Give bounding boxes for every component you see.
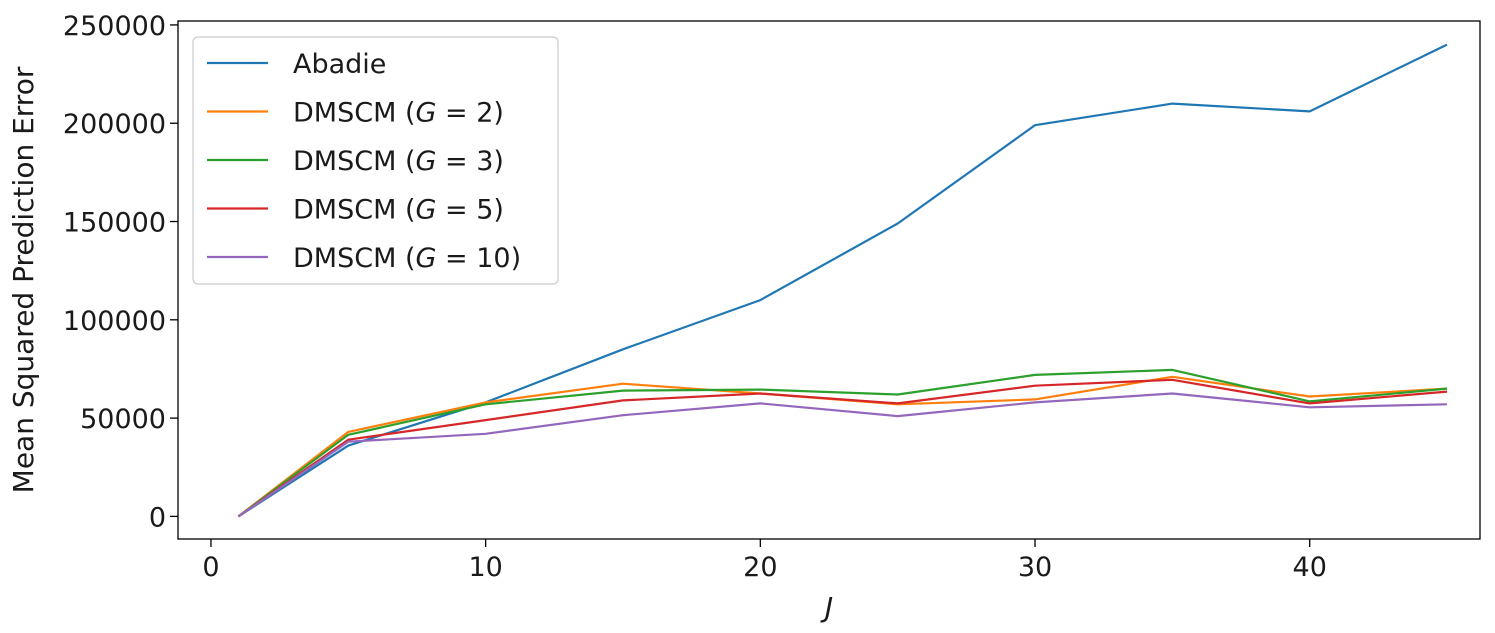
legend-label: DMSCM (G = 2)	[293, 98, 504, 129]
series-line-4	[237, 392, 1448, 518]
legend-label-part: = 10)	[436, 243, 521, 274]
legend-label-part: G	[416, 146, 437, 177]
y-tick-label: 250000	[63, 11, 166, 42]
series-layer	[237, 43, 1448, 518]
legend-label-part: = 5)	[436, 195, 504, 226]
x-axis-label: J	[820, 591, 833, 624]
y-tick-label: 150000	[63, 208, 166, 239]
series-line-1	[237, 375, 1448, 518]
x-tick-label: 40	[1293, 552, 1327, 583]
series-line-3	[237, 378, 1448, 518]
x-tick-label: 20	[743, 552, 777, 583]
series-line-2	[237, 368, 1448, 518]
y-axis-label: Mean Squared Prediction Error	[7, 66, 40, 493]
y-tick-label: 200000	[63, 109, 166, 140]
legend-label-part: = 2)	[436, 98, 504, 129]
x-tick-label: 30	[1018, 552, 1052, 583]
y-tick-label: 0	[149, 502, 166, 533]
legend-label: DMSCM (G = 3)	[293, 146, 504, 177]
legend-label-part: DMSCM (	[293, 195, 416, 226]
legend-label-part: DMSCM (	[293, 243, 416, 274]
legend-label: Abadie	[293, 49, 386, 80]
x-axis: 0 10 20 30 40	[202, 539, 1327, 583]
y-axis: 0 50000 100000 150000 200000 250000	[63, 11, 178, 533]
legend-entry: DMSCM (G = 3)	[207, 146, 504, 177]
legend-label-part: DMSCM (	[293, 146, 416, 177]
legend-entry: Abadie	[207, 49, 386, 80]
y-tick-label: 100000	[63, 306, 166, 337]
y-tick-label: 50000	[80, 404, 166, 435]
x-tick-label: 0	[202, 552, 219, 583]
x-tick-label: 10	[468, 552, 502, 583]
legend-entry: DMSCM (G = 2)	[207, 98, 504, 129]
legend-entry: DMSCM (G = 10)	[207, 243, 521, 274]
legend-label: DMSCM (G = 10)	[293, 243, 521, 274]
legend-label-part: G	[416, 98, 437, 129]
legend-label-part: G	[416, 243, 437, 274]
legend-label-part: DMSCM (	[293, 98, 416, 129]
legend-label-part: = 3)	[436, 146, 504, 177]
legend-label: DMSCM (G = 5)	[293, 195, 504, 226]
legend-label-part: Abadie	[293, 49, 386, 80]
plot-frame	[177, 20, 1481, 540]
legend-entry: DMSCM (G = 5)	[207, 195, 504, 226]
series-line-0	[237, 43, 1448, 518]
legend-box	[192, 36, 559, 285]
legend-label-part: G	[416, 195, 437, 226]
